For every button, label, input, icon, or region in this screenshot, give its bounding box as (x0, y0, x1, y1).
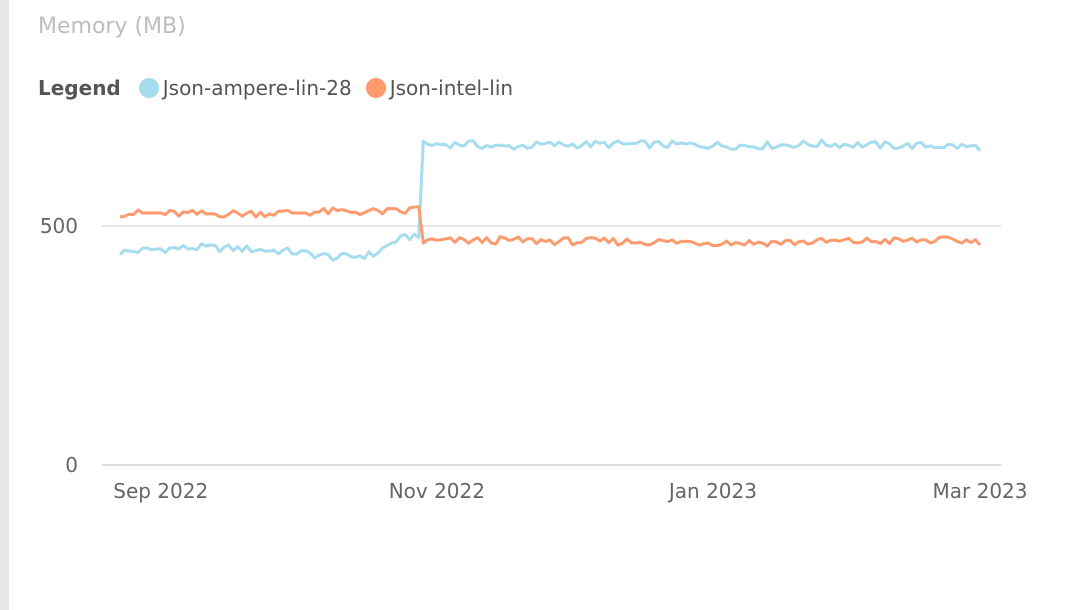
x-tick-label: Mar 2023 (933, 479, 1028, 503)
legend-label: Json-ampere-lin-28 (162, 76, 352, 100)
legend-dot-icon (138, 78, 159, 98)
series-line-ampere (118, 138, 982, 262)
x-tick-label: Nov 2022 (389, 479, 485, 503)
legend-item-ampere[interactable]: Json-ampere-lin-28 (138, 76, 352, 100)
chart-title: Memory (MB) (38, 14, 186, 39)
series-line-intel (119, 205, 982, 248)
legend-title: Legend (38, 76, 121, 100)
x-tick-label: Sep 2022 (113, 479, 208, 503)
legend-item-intel[interactable]: Json-intel-lin (365, 76, 514, 100)
legend-label: Json-intel-lin (389, 76, 514, 100)
x-tick-label: Jan 2023 (667, 479, 757, 503)
legend: Legend Json-ampere-lin-28 Json-intel-lin (38, 74, 527, 102)
legend-dot-icon (365, 78, 386, 98)
y-tick-label: 0 (65, 453, 78, 477)
y-tick-label: 500 (40, 214, 78, 238)
left-edge-bar (0, 0, 9, 610)
